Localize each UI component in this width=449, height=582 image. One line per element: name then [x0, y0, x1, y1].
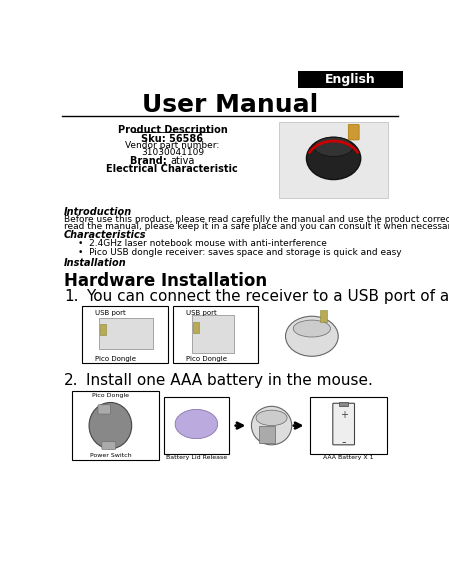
Text: Introduction: Introduction	[64, 207, 132, 217]
Text: User Manual: User Manual	[141, 93, 318, 117]
FancyBboxPatch shape	[72, 391, 159, 460]
Text: AAA Battery X 1: AAA Battery X 1	[323, 455, 374, 460]
Text: ativa: ativa	[171, 156, 195, 166]
Text: Pico Dongle: Pico Dongle	[92, 393, 129, 398]
Text: Hardware Installation: Hardware Installation	[64, 272, 267, 290]
Ellipse shape	[256, 410, 287, 425]
Text: USB port: USB port	[95, 310, 126, 316]
Text: Sku: 56586: Sku: 56586	[141, 134, 203, 144]
Text: +: +	[339, 410, 348, 420]
FancyBboxPatch shape	[259, 425, 275, 442]
Text: You can connect the receiver to a USB port of a PC.: You can connect the receiver to a USB po…	[86, 289, 449, 304]
Text: English: English	[325, 73, 376, 86]
FancyBboxPatch shape	[193, 322, 199, 333]
Ellipse shape	[251, 406, 292, 445]
Text: Battery Lid Release: Battery Lid Release	[166, 455, 227, 460]
FancyBboxPatch shape	[320, 310, 327, 322]
FancyBboxPatch shape	[173, 306, 259, 363]
Text: •  Pico USB dongle receiver: saves space and storage is quick and easy: • Pico USB dongle receiver: saves space …	[78, 248, 401, 257]
Ellipse shape	[293, 320, 330, 337]
FancyBboxPatch shape	[333, 403, 355, 445]
Text: Brand:: Brand:	[130, 156, 170, 166]
FancyBboxPatch shape	[309, 397, 387, 454]
FancyBboxPatch shape	[83, 306, 168, 363]
Ellipse shape	[307, 137, 361, 180]
Text: Electrical Characteristic: Electrical Characteristic	[106, 164, 238, 174]
Ellipse shape	[314, 137, 353, 157]
Text: Installation: Installation	[64, 258, 127, 268]
Text: Install one AAA battery in the mouse.: Install one AAA battery in the mouse.	[86, 373, 373, 388]
Text: 2.: 2.	[64, 373, 79, 388]
Text: Characteristics: Characteristics	[64, 230, 146, 240]
Text: Pico Dongle: Pico Dongle	[95, 356, 136, 362]
Text: •  2.4GHz laser notebook mouse with anti-interference: • 2.4GHz laser notebook mouse with anti-…	[78, 239, 327, 249]
Text: -: -	[341, 436, 346, 449]
Ellipse shape	[286, 316, 338, 356]
Text: Pico Dongle: Pico Dongle	[185, 356, 227, 362]
Ellipse shape	[89, 403, 132, 449]
FancyBboxPatch shape	[279, 122, 388, 198]
Text: USB port: USB port	[185, 310, 216, 316]
FancyBboxPatch shape	[348, 125, 359, 140]
FancyBboxPatch shape	[102, 442, 116, 449]
FancyBboxPatch shape	[192, 315, 234, 353]
FancyBboxPatch shape	[298, 70, 403, 87]
Ellipse shape	[175, 409, 218, 439]
Text: Product Description: Product Description	[118, 125, 227, 135]
Text: 1.: 1.	[64, 289, 79, 304]
Text: read the manual, please keep it in a safe place and you can consult it when nece: read the manual, please keep it in a saf…	[64, 222, 449, 230]
FancyBboxPatch shape	[164, 397, 229, 454]
FancyBboxPatch shape	[339, 402, 348, 406]
Text: Before use this product, please read carefully the manual and use the product co: Before use this product, please read car…	[64, 215, 449, 223]
FancyBboxPatch shape	[100, 324, 106, 335]
Text: 31030041109: 31030041109	[141, 148, 204, 157]
FancyBboxPatch shape	[99, 318, 153, 349]
Text: Power Switch: Power Switch	[89, 453, 131, 458]
Text: Vendor part number:: Vendor part number:	[125, 141, 220, 151]
FancyBboxPatch shape	[98, 405, 110, 414]
